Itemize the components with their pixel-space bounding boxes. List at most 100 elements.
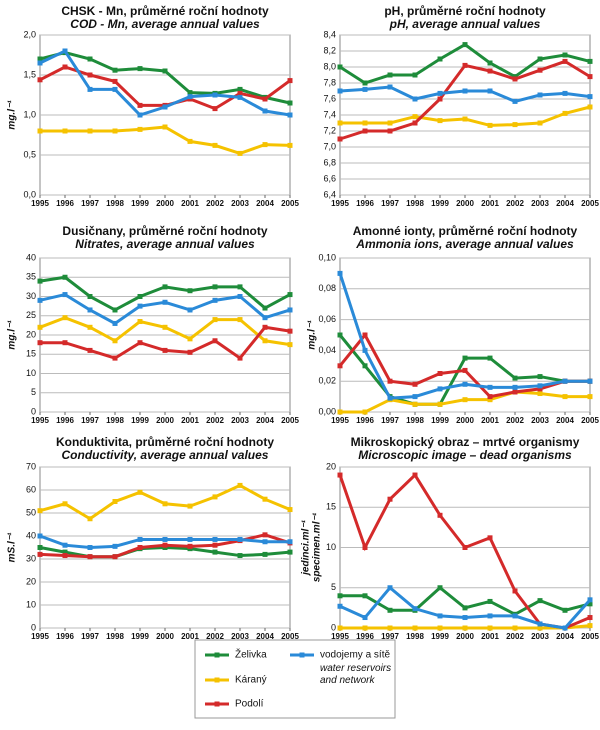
point [212, 542, 218, 548]
x-tick-label: 1995 [331, 632, 349, 641]
chart-subtitle: Ammonia ions, average annual values [355, 237, 574, 251]
point [112, 128, 118, 134]
point [337, 593, 343, 599]
point [512, 389, 518, 395]
point [87, 56, 93, 62]
x-tick-label: 1997 [81, 199, 99, 208]
point [562, 52, 568, 58]
point [37, 533, 43, 539]
point [212, 92, 218, 98]
point [137, 489, 143, 495]
point [137, 303, 143, 309]
x-tick-label: 2005 [581, 416, 599, 425]
point [287, 142, 293, 148]
point [412, 120, 418, 126]
x-tick-label: 2005 [581, 632, 599, 641]
x-tick-label: 1996 [56, 632, 74, 641]
chart-subtitle: pH, average annual values [389, 17, 541, 31]
point [537, 386, 543, 392]
point [37, 545, 43, 550]
point [562, 378, 568, 384]
x-tick-label: 1996 [356, 199, 374, 208]
point [237, 150, 243, 156]
y-tick-label: 1,5 [23, 69, 36, 79]
y-tick-label: 7,4 [323, 109, 336, 119]
point [62, 315, 68, 321]
y-tick-label: 2,0 [23, 29, 36, 39]
point [337, 88, 343, 94]
point [212, 297, 218, 303]
point [387, 72, 393, 78]
point [362, 120, 368, 126]
x-tick-label: 2004 [256, 416, 274, 425]
point [237, 94, 243, 100]
y-tick-label: 7,8 [323, 77, 336, 87]
point [387, 120, 393, 126]
point [37, 56, 43, 62]
point [87, 72, 93, 78]
x-tick-label: 1996 [56, 416, 74, 425]
point [487, 394, 493, 400]
point [362, 545, 368, 550]
legend-marker [299, 652, 305, 658]
point [537, 621, 543, 627]
point [462, 355, 468, 361]
x-tick-label: 1997 [381, 416, 399, 425]
legend-label: Káraný [235, 675, 267, 686]
x-tick-label: 2004 [556, 416, 574, 425]
point [412, 381, 418, 387]
point [437, 371, 443, 376]
x-tick-label: 1998 [406, 199, 424, 208]
x-tick-label: 2002 [506, 416, 524, 425]
y-tick-label: 0 [31, 406, 36, 416]
point [587, 74, 593, 80]
point [562, 607, 568, 613]
x-tick-label: 1995 [31, 416, 49, 425]
point [87, 545, 93, 550]
x-tick-label: 2001 [181, 416, 199, 425]
x-tick-label: 1999 [431, 416, 449, 425]
plot-area [339, 257, 591, 413]
point [587, 58, 593, 64]
point [87, 294, 93, 299]
point [512, 98, 518, 104]
point [37, 508, 43, 514]
y-tick-label: 7,6 [323, 93, 336, 103]
point [37, 297, 43, 303]
point [562, 90, 568, 96]
point [112, 86, 118, 92]
point [212, 284, 218, 290]
point [362, 347, 368, 353]
point [37, 77, 43, 83]
point [212, 338, 218, 344]
point [112, 320, 118, 326]
x-tick-label: 2003 [531, 416, 549, 425]
point [587, 378, 593, 384]
x-tick-label: 1995 [331, 199, 349, 208]
point [162, 542, 168, 548]
y-tick-label: 6,8 [323, 157, 336, 167]
y-tick-label: 40 [26, 530, 36, 540]
point [462, 625, 468, 631]
point [462, 116, 468, 122]
chart-subtitle: Nitrates, average annual values [75, 237, 255, 251]
point [437, 90, 443, 96]
x-tick-label: 1998 [106, 199, 124, 208]
point [137, 126, 143, 132]
point [387, 585, 393, 591]
y-tick-label: 6,6 [323, 173, 336, 183]
point [587, 394, 593, 400]
y-axis-label: mg.l⁻¹ [7, 100, 18, 130]
point [537, 598, 543, 604]
x-tick-label: 1997 [81, 416, 99, 425]
point [587, 94, 593, 100]
point [437, 585, 443, 591]
point [137, 536, 143, 542]
y-tick-label: 8,2 [323, 45, 336, 55]
point [162, 68, 168, 74]
point [62, 48, 68, 54]
point [462, 381, 468, 387]
legend-label: vodojemy a sítě [320, 650, 390, 661]
y-tick-label: 0,02 [318, 376, 336, 386]
